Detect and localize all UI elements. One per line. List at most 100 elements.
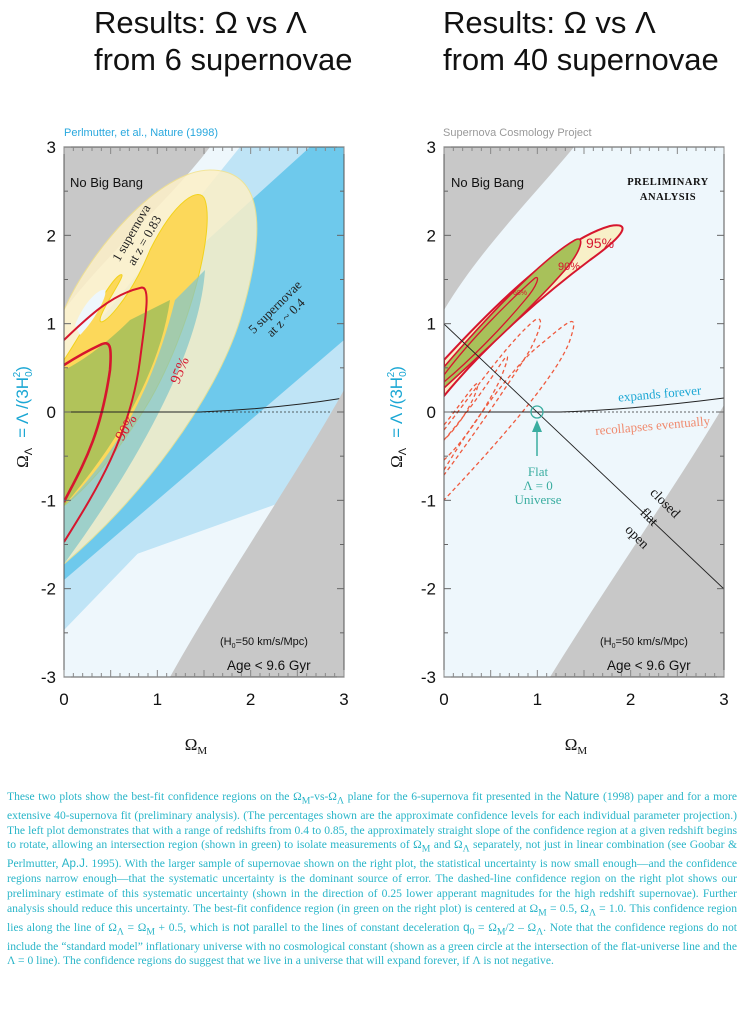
caption-text: parallel to the lines of constant decele… [249,920,464,934]
left-title: Results: Ω vs Λ from 6 supernovae [94,4,352,78]
x-tick-label: 0 [439,690,448,709]
y-axis-label: ΩΛ = Λ /(3H02) [386,366,409,468]
y-label-omega: Ω [387,455,406,468]
x-label-omega: Ω [185,735,198,754]
caption-q: q [463,920,470,934]
caption-text: = 1.0. This confidence region lies along… [7,901,737,934]
x-tick-label: 3 [719,690,728,709]
caption-sub: Λ [536,925,544,937]
y-tick-label: 3 [427,140,436,157]
y-ticks: -3 -2 -1 0 1 2 3 [41,140,344,687]
caption-text: separately, not just in linear combinati… [7,838,737,871]
left-title-line-2: from 6 supernovae [94,42,353,77]
caption-sub: Λ [462,843,470,855]
left-title-line-1: Results: Ω vs Λ [94,5,307,40]
age-region [550,405,724,677]
y-tick-label: 0 [427,403,436,422]
pct90-label: 90% [558,261,580,273]
y-tick-label: 2 [427,226,436,245]
caption-text: 1995). With the larger sample of superno… [7,857,737,915]
pct68-label: 68% [513,290,527,297]
x-tick-label: 1 [533,690,542,709]
right-title-line-2: from 40 supernovae [443,42,719,77]
flat-universe-line-2: Λ = 0 [523,478,552,493]
caption-sub: M [496,925,506,937]
y-label-omega: Ω [13,455,32,468]
contour-90 [64,341,112,503]
x-label-sub: M [577,745,587,757]
contour-95 [64,286,148,543]
y-tick-label: -2 [41,580,56,599]
y-tick-label: -3 [421,668,436,687]
x-axis-label: ΩM [185,735,208,757]
h0-prefix: (H [600,636,612,648]
y-tick-label: -2 [421,580,436,599]
x-tick-label: 2 [246,690,255,709]
flat-universe-line-1: Flat [528,464,549,479]
y-label-sub: Λ [23,447,35,455]
h0-label: (H0=50 km/s/Mpc) [600,636,688,650]
flat-universe-line [444,323,724,590]
h0-sub: 0 [232,643,236,650]
y-tick-label: 3 [47,140,56,157]
y-ticks: -3 -2 -1 0 1 2 3 [421,140,724,687]
caption-nature: Nature [564,790,600,803]
h0-suffix: =50 km/s/Mpc) [616,636,688,648]
caption-sub: M [538,906,547,918]
caption-text: . Note that the confidence regions do no… [7,920,737,968]
y-axis-label: ΩΛ = Λ /(3H02) [12,366,35,468]
expands-forever-label: expands forever [617,382,702,404]
h0-suffix: =50 km/s/Mpc) [236,636,308,648]
flat-universe-line-3: Universe [515,492,562,507]
systematic-contour-4 [444,383,479,441]
y-tick-label: -1 [41,491,56,510]
no-big-bang-label: No Big Bang [451,175,524,190]
caption-sub: Λ [336,795,344,807]
y-tick-label: -3 [41,668,56,687]
right-title-line-1: Results: Ω vs Λ [443,5,656,40]
preliminary-line-1: PRELIMINARY [627,177,709,188]
caption-sub: 0 [469,925,475,937]
caption-sub: M [421,843,431,855]
caption-sub: M [146,925,155,937]
no-big-bang-region [444,147,574,310]
age-label: Age < 9.6 Gyr [227,658,311,673]
systematic-contour-1 [444,320,575,501]
caption-sub: Λ [116,925,124,937]
caption-text: (1998) paper and for a more extensive 40… [7,790,737,852]
y-label-rest: = Λ /(3H [13,377,32,438]
y-label-sup: 2 [12,371,23,377]
y-label-rest: = Λ /(3H [387,377,406,438]
left-source: Perlmutter, et al., Nature (1998) [64,127,219,139]
marker-arrow-head [532,420,542,432]
age-label: Age < 9.6 Gyr [607,658,691,673]
systematic-contour-2 [444,355,509,461]
y-tick-label: 1 [47,315,56,334]
systematic-contour-3 [444,318,542,476]
preliminary-line-2: ANALYSIS [640,192,696,203]
x-tick-label: 2 [626,690,635,709]
x-ticks: 0 1 2 3 [59,147,349,709]
caption-apj: Ap.J. [61,857,89,871]
y-tick-label: -1 [421,491,436,510]
pct95-label: 95% [586,235,614,251]
y-label-h-sub: 0 [24,371,35,377]
left-plot: -3 -2 -1 0 1 2 3 0 1 2 3 No Big Bang Age < 9.6 Gy… [12,140,349,757]
right-title: Results: Ω vs Λ from 40 supernovae [443,4,719,78]
x-tick-label: 3 [339,690,348,709]
x-tick-label: 1 [153,690,162,709]
flat-lambda-zero-marker [530,405,544,419]
age-region [170,390,344,677]
caption-text: These two plots show the best-fit confid… [7,790,302,803]
caption-text: -vs-Ω [310,790,337,803]
expands-boundary-line [64,397,344,413]
expands-boundary-line [444,397,724,413]
y-tick-label: 1 [427,315,436,334]
y-tick-label: 0 [47,403,56,422]
caption-text: and Ω [430,838,463,852]
caption-not: not [233,920,250,934]
svg-text:ΩΛ= Λ /(3H02): ΩΛ = Λ /(3H02) [12,366,35,468]
y-label-sup: 2 [386,371,397,377]
contour-68 [444,276,539,383]
